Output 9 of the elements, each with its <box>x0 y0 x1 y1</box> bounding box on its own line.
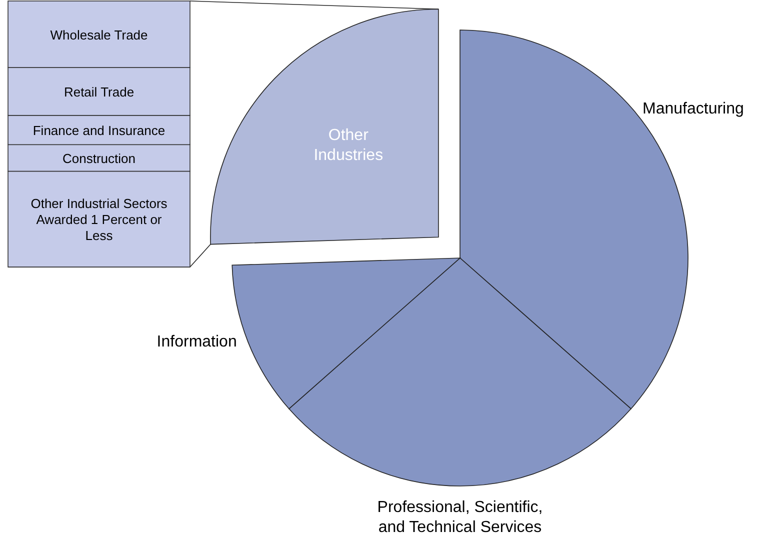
series-label: Wholesale Trade <box>50 27 148 42</box>
series-label: Construction <box>62 150 136 166</box>
series-label: Retail Trade <box>64 84 134 100</box>
slice-label: Manufacturing <box>642 100 744 118</box>
slice-label: Professional, Scientific, and Technical Services <box>377 499 543 536</box>
series-label: Other Industrial Sectors Awarded 1 Percent or Less <box>30 196 168 244</box>
slice-label: Information <box>156 333 237 350</box>
slice-label: Other Industries <box>314 126 384 164</box>
series-label: Finance and Insurance <box>32 123 166 138</box>
